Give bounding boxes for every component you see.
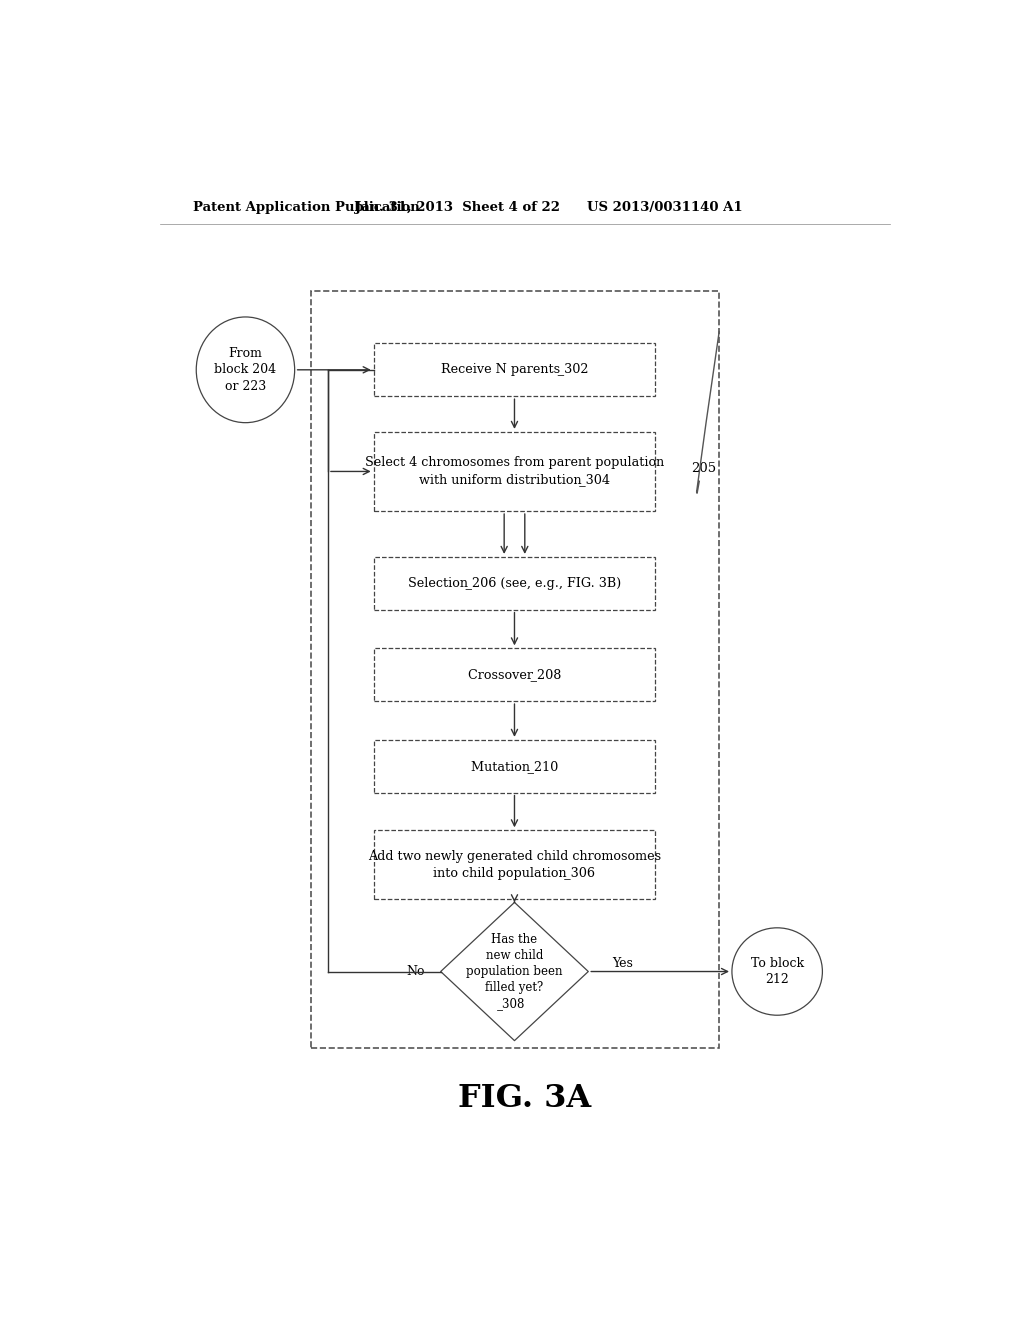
Text: FIG. 3A: FIG. 3A: [458, 1084, 592, 1114]
Text: From
block 204
or 223: From block 204 or 223: [214, 347, 276, 393]
Bar: [374, 432, 655, 511]
Ellipse shape: [732, 928, 822, 1015]
Text: US 2013/0031140 A1: US 2013/0031140 A1: [588, 201, 743, 214]
Text: Yes: Yes: [612, 957, 633, 970]
Bar: [374, 557, 655, 610]
Polygon shape: [440, 903, 588, 1040]
Bar: [374, 739, 655, 792]
Text: To block
212: To block 212: [751, 957, 804, 986]
Bar: [374, 830, 655, 899]
Bar: [374, 343, 655, 396]
Text: 205: 205: [691, 462, 716, 475]
Text: Has the
new child
population been
filled yet?
̲308: Has the new child population been filled…: [466, 933, 563, 1010]
Bar: [310, 290, 719, 1048]
Bar: [374, 648, 655, 701]
Text: Crossover ̲208: Crossover ̲208: [468, 668, 561, 681]
Text: Mutation ̲210: Mutation ̲210: [471, 760, 558, 772]
Text: Selection ̲206 (see, e.g., FIG. 3B): Selection ̲206 (see, e.g., FIG. 3B): [408, 577, 622, 590]
Text: Add two newly generated child chromosomes
into child population ̲306: Add two newly generated child chromosome…: [368, 850, 662, 880]
Ellipse shape: [197, 317, 295, 422]
Text: Patent Application Publication: Patent Application Publication: [194, 201, 420, 214]
Text: Jan. 31, 2013  Sheet 4 of 22: Jan. 31, 2013 Sheet 4 of 22: [355, 201, 560, 214]
Text: Receive N parents ̲302: Receive N parents ̲302: [440, 363, 588, 376]
Text: Select 4 chromosomes from parent population
with uniform distribution ̲304: Select 4 chromosomes from parent populat…: [365, 457, 665, 487]
Text: No: No: [407, 965, 425, 978]
